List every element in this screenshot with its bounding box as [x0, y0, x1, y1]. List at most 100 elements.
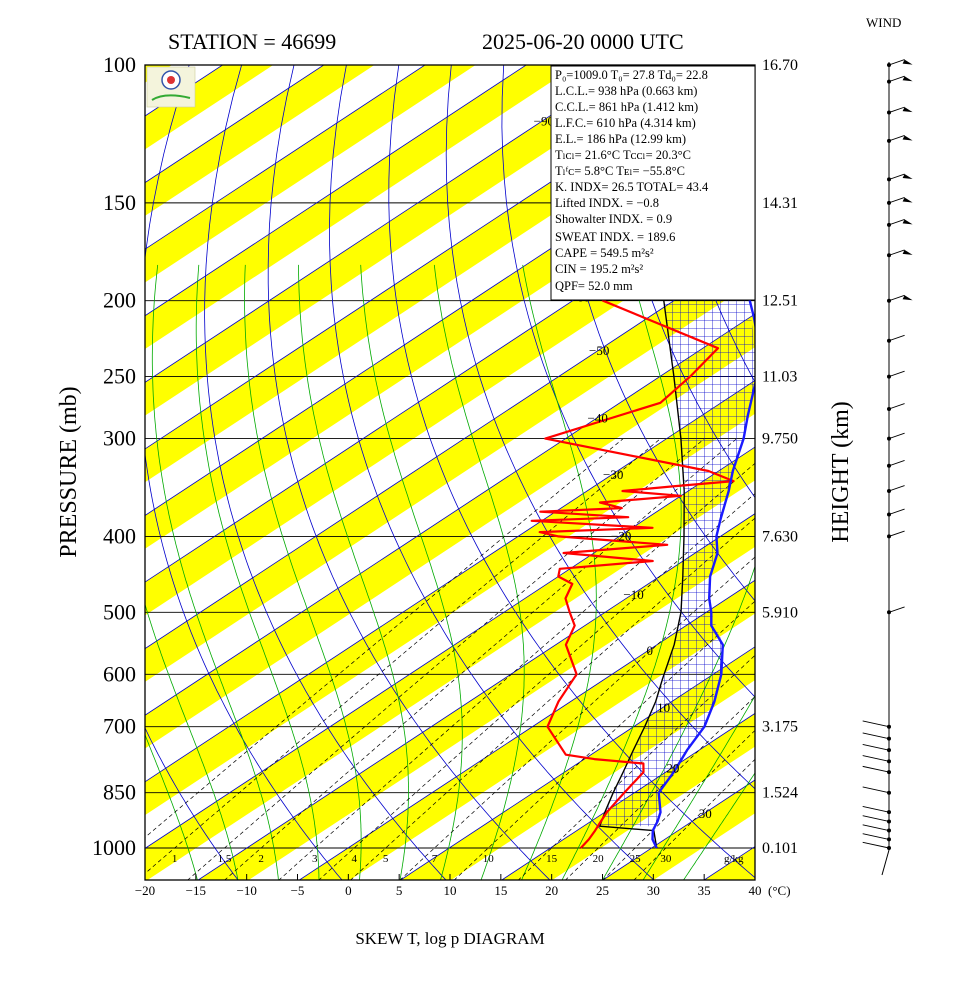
plot-frame: [144, 64, 756, 881]
x-tick-label: −5: [291, 883, 305, 898]
pressure-tick-label: 150: [103, 190, 136, 215]
wind-barb: [862, 805, 890, 813]
info-cin: CIN = 195.2 m²s²: [555, 262, 643, 276]
info-kindex: K. INDX= 26.5 TOTAL= 43.4: [555, 180, 709, 194]
wind-flag: [902, 76, 913, 82]
isotherm-line: [197, 513, 755, 880]
wind-staff-tail: [881, 849, 890, 876]
mixing-ratio-label: 30: [660, 853, 672, 865]
wind-barb: [888, 459, 905, 467]
isotherm-band: [145, 313, 755, 749]
wind-barb: [862, 786, 890, 794]
x-tick-label: 40: [749, 883, 762, 898]
isotherm-label: 20: [666, 761, 679, 776]
station-title: STATION = 46699: [168, 29, 336, 54]
isotherm-band: [145, 65, 577, 350]
info-ccl: C.C.L.= 861 hPa (1.412 km): [555, 100, 698, 114]
pressure-tick-label: 250: [103, 364, 136, 389]
isotherm-label: −30: [603, 467, 623, 482]
mixing-ratio-label: 7: [432, 853, 438, 865]
mixing-ratio-line: [187, 438, 705, 880]
height-axis-title: HEIGHT (km): [828, 401, 854, 543]
diagram-title: SKEW T, log p DIAGRAM: [355, 929, 544, 948]
isotherm-line: [145, 65, 629, 383]
isotherm-band: [145, 247, 755, 682]
cape-hatch-area: [599, 276, 755, 827]
mixing-ratio-line: [399, 556, 755, 880]
wind-barb: [888, 370, 905, 378]
pressure-tick-label: 850: [103, 780, 136, 805]
dry-adiabat: [145, 727, 239, 880]
x-tick-label: −10: [236, 883, 256, 898]
wind-barb: [862, 824, 890, 831]
moist-adiabat: [521, 264, 597, 880]
wind-flag: [902, 219, 913, 225]
wind-barb: [862, 765, 890, 773]
wind-barbs: [862, 59, 913, 876]
dry-adiabat: [761, 29, 960, 880]
isotherm-line: [145, 380, 755, 783]
height-tick-label: 3.175: [762, 719, 798, 736]
dry-adiabat: [145, 65, 343, 880]
x-tick-label: −20: [135, 883, 155, 898]
dry-adiabat: [863, 29, 960, 880]
wind-barb: [888, 432, 905, 440]
isotherm-band: [145, 65, 375, 216]
x-tick-label: 0: [345, 883, 352, 898]
height-tick-label: 1.524: [762, 785, 798, 802]
isotherm-line: [501, 712, 755, 880]
isotherm-band: [145, 447, 755, 880]
mixing-ratio-label: 3: [312, 853, 318, 865]
mixing-ratio-label: 20: [593, 853, 605, 865]
wind-barb: [888, 59, 905, 66]
isotherm-line: [145, 446, 755, 849]
info-lcl: L.C.L.= 938 hPa (0.663 km): [555, 84, 697, 98]
mixing-ratio-label: 1: [172, 853, 178, 865]
x-tick-label: 15: [494, 883, 507, 898]
wind-barb: [862, 841, 890, 849]
wind-barb: [888, 106, 905, 113]
info-surface: P₀=1009.0 T₀= 27.8 Td₀= 22.8: [555, 68, 708, 82]
moist-adiabat: [151, 264, 279, 880]
pressure-tick-label: 300: [103, 426, 136, 451]
wind-flag: [902, 197, 913, 203]
mixing-ratio-label: 15: [546, 853, 558, 865]
moist-adiabat: [244, 264, 362, 880]
wind-barb: [888, 173, 905, 180]
isotherm-label: −10: [623, 587, 643, 602]
wind-barb: [888, 135, 905, 142]
wind-barb: [888, 294, 905, 302]
isotherm-line: [399, 646, 755, 880]
moist-adiabat: [360, 264, 463, 880]
temp-unit-label: (°C): [768, 883, 791, 898]
wind-barb: [862, 755, 890, 762]
height-tick-label: 11.03: [762, 369, 797, 386]
mixing-ratio-line: [278, 462, 755, 880]
moist-adiabat: [195, 264, 320, 880]
wind-label: WIND: [866, 15, 901, 30]
mixing-unit-label: g/kg: [724, 853, 744, 865]
pressure-tick-label: 700: [103, 714, 136, 739]
isotherm-label: 0: [646, 643, 653, 658]
wind-barb: [888, 75, 905, 83]
mixing-ratio-line: [318, 493, 755, 880]
sounding-indices-box: P₀=1009.0 T₀= 27.8 Td₀= 22.8 L.C.L.= 938…: [550, 65, 756, 301]
isotherm-line: [145, 65, 325, 184]
moist-adiabat: [683, 772, 755, 880]
wind-barb: [862, 815, 890, 822]
x-tick-label: 30: [647, 883, 660, 898]
isotherm-band: [145, 380, 755, 816]
dry-adiabat: [555, 65, 755, 602]
info-tlcl: Tₗᴄₗ= 21.6°C Tᴄᴄₗ= 20.3°C: [555, 148, 691, 162]
wind-barb: [888, 606, 905, 613]
mixing-ratio-label: 1.5: [218, 853, 232, 865]
wind-flag: [902, 59, 913, 65]
info-showalter: Showalter INDX. = 0.9: [555, 212, 672, 226]
isotherm-label: −50: [589, 343, 609, 358]
isotherm-line: [145, 180, 755, 583]
info-lfc: L.F.C.= 610 hPa (4.314 km): [555, 116, 696, 130]
isotherm-band: [145, 65, 476, 283]
x-tick-label: 25: [596, 883, 609, 898]
height-tick-label: 12.51: [762, 293, 798, 310]
